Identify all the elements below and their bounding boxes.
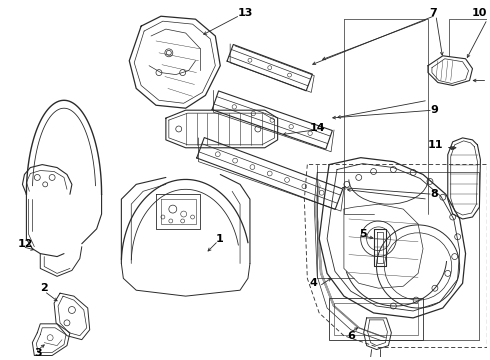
Text: 2: 2 xyxy=(40,283,48,293)
Text: 4: 4 xyxy=(309,278,317,288)
Text: 11: 11 xyxy=(427,140,443,150)
Text: 10: 10 xyxy=(472,8,488,18)
Text: 7: 7 xyxy=(429,8,437,18)
Text: 14: 14 xyxy=(309,123,325,133)
Text: 6: 6 xyxy=(347,331,355,341)
Bar xyxy=(329,298,423,339)
Text: 3: 3 xyxy=(34,347,42,357)
Text: 12: 12 xyxy=(18,239,33,249)
Text: 13: 13 xyxy=(237,8,253,18)
Bar xyxy=(334,303,418,335)
Text: 5: 5 xyxy=(359,229,367,239)
Text: 1: 1 xyxy=(215,234,223,244)
Text: 8: 8 xyxy=(430,189,438,199)
Text: 9: 9 xyxy=(430,105,438,115)
